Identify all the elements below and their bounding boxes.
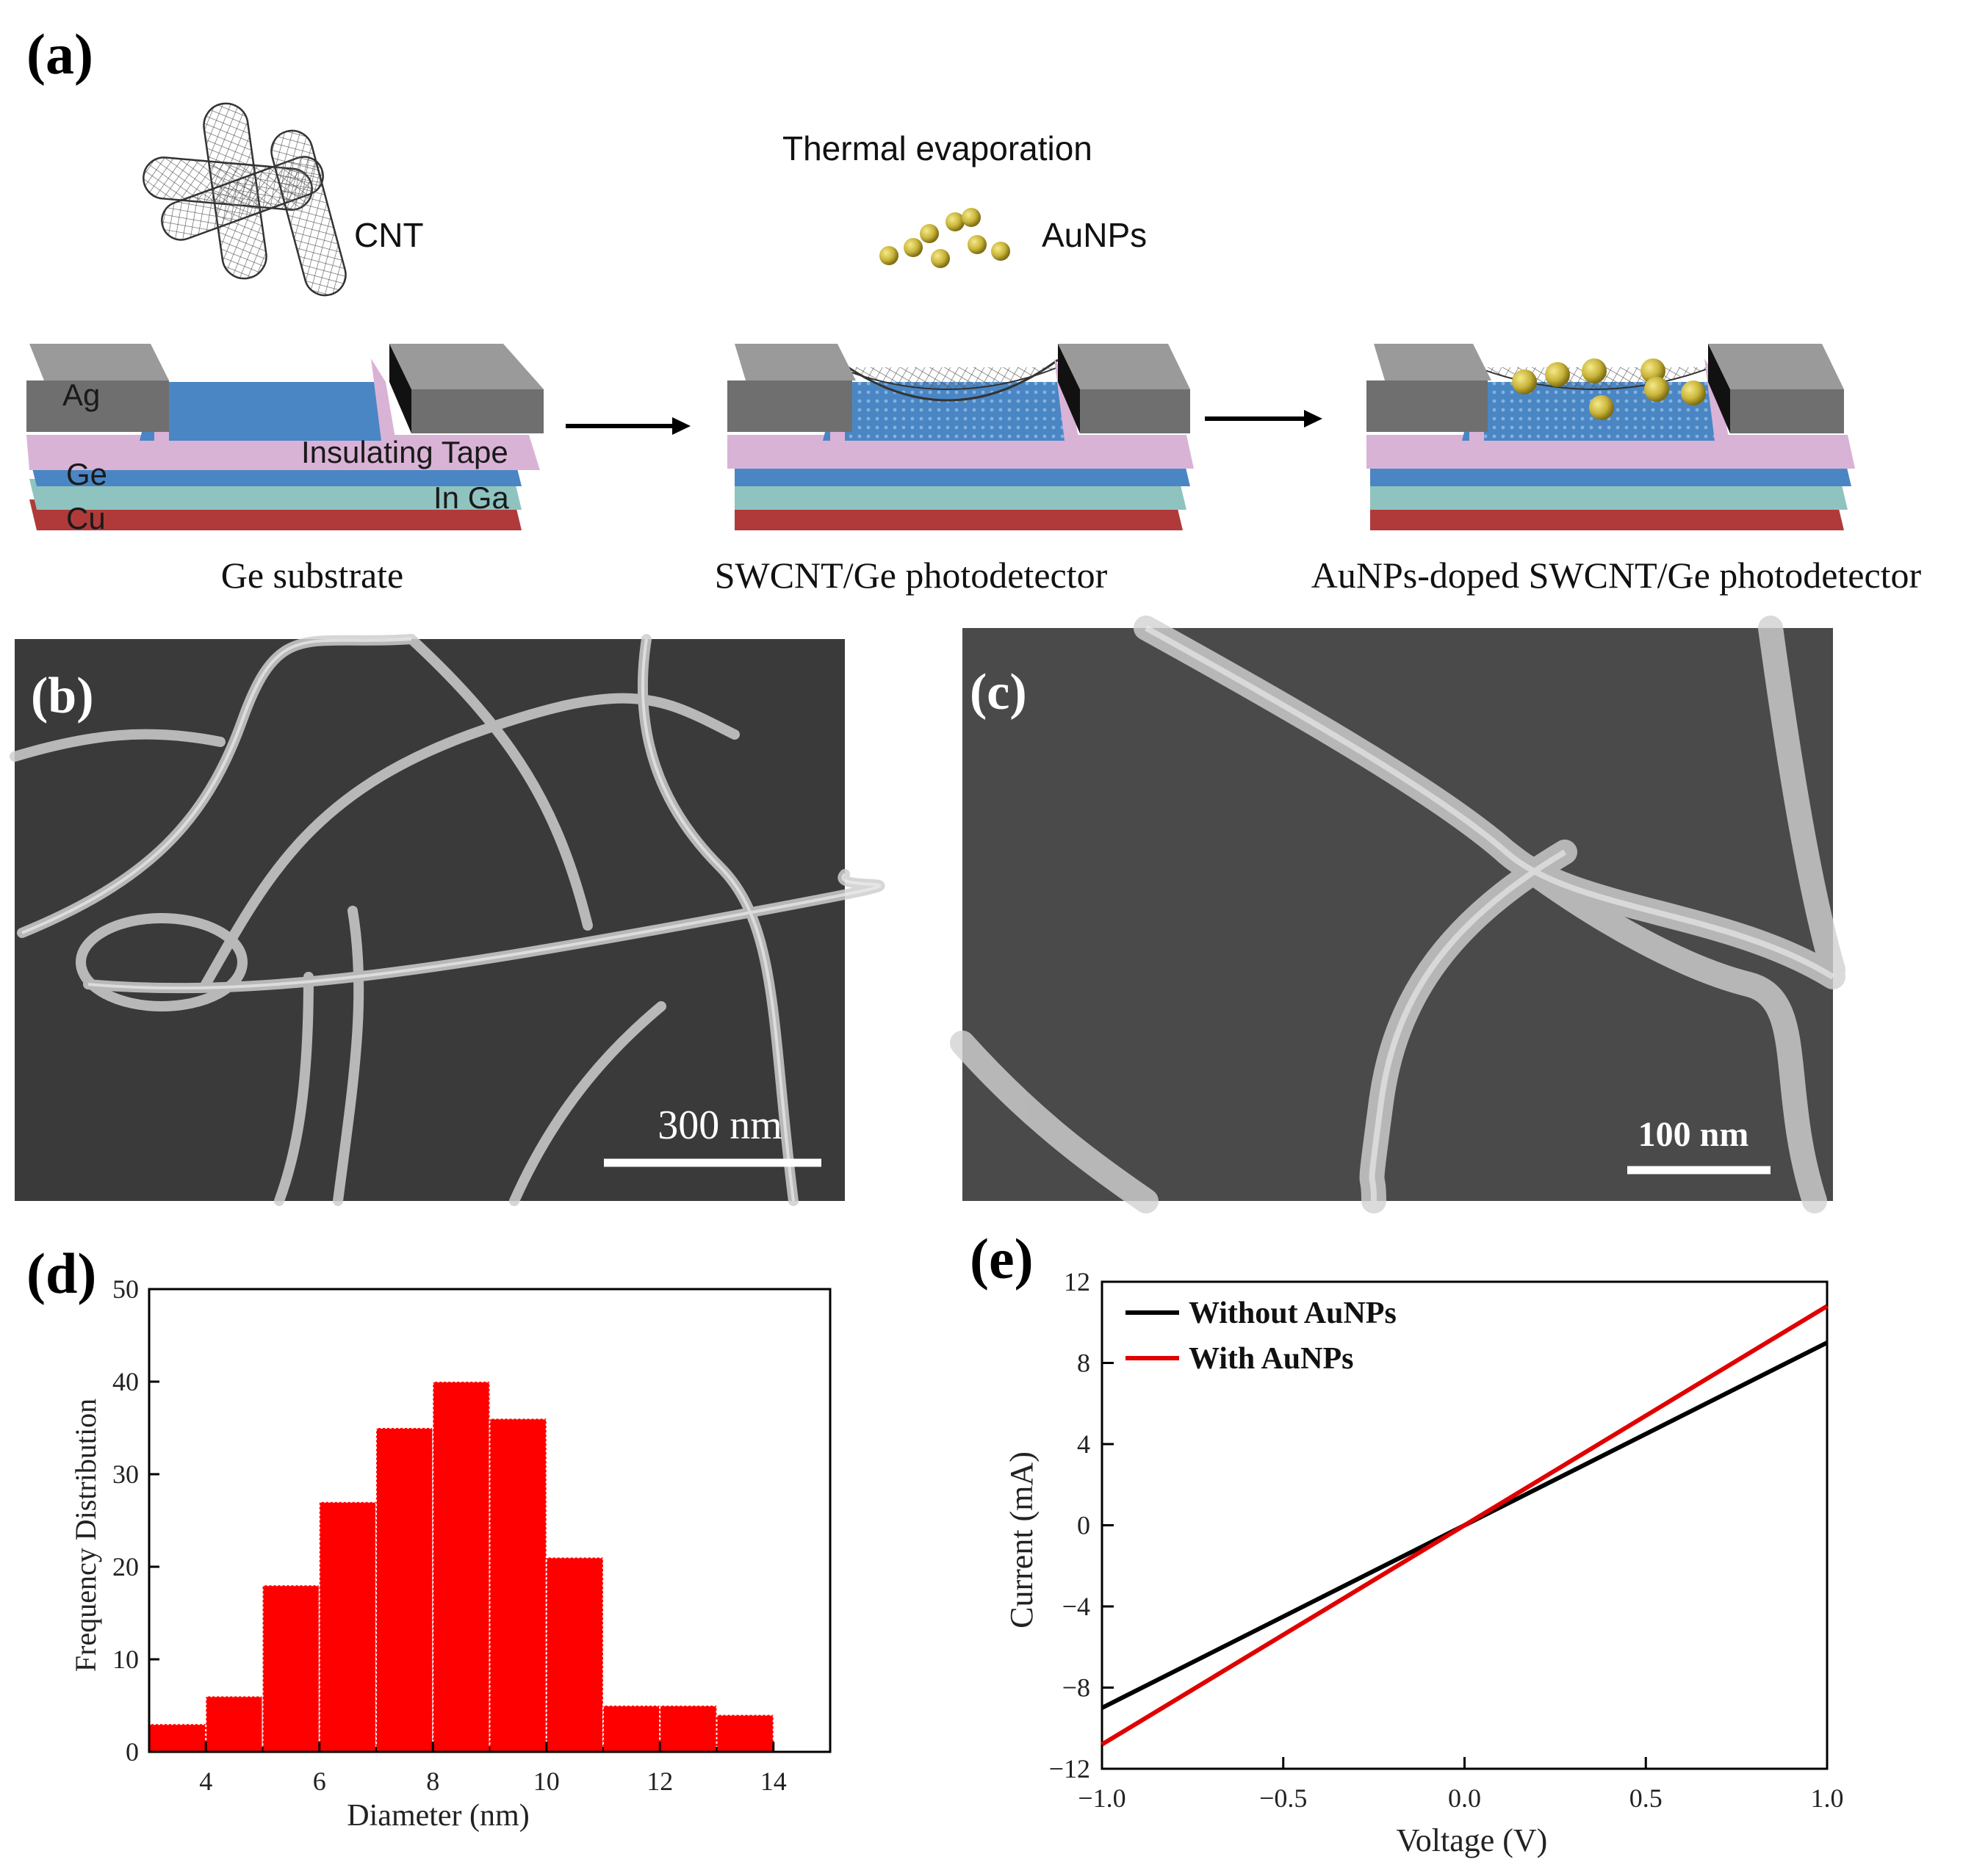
device-swcnt-ge: [727, 344, 1194, 530]
sem-image-b: 300 nm (b): [10, 634, 885, 1206]
y-tick-label: 4: [1077, 1429, 1090, 1459]
layer-inga-label: In Ga: [433, 480, 509, 515]
layer-cu-label: Cu: [66, 501, 106, 535]
layer-ag-label: Ag: [62, 378, 100, 412]
panel-label-b: (b): [31, 668, 94, 724]
x-tick-label: 6: [313, 1767, 326, 1796]
legend-label: With AuNPs: [1189, 1342, 1353, 1376]
x-tick-label: −0.5: [1259, 1783, 1307, 1813]
legend-label: Without AuNPs: [1189, 1296, 1397, 1330]
y-tick-label: 40: [112, 1367, 139, 1396]
scale-label-c: 100 nm: [1638, 1115, 1749, 1154]
y-tick-label: 10: [112, 1645, 139, 1674]
histogram-bar: [545, 1556, 604, 1753]
histogram-bar: [489, 1418, 547, 1753]
arrow-right-icon-2: [1205, 410, 1322, 427]
y-axis-label: Frequency Distribution: [69, 1399, 102, 1672]
x-tick-label: 4: [199, 1767, 212, 1796]
x-tick-label: 12: [646, 1767, 673, 1796]
caption-ge-substrate: Ge substrate: [221, 555, 404, 596]
histogram-bar: [148, 1723, 207, 1753]
x-axis-label: Voltage (V): [1397, 1822, 1548, 1858]
y-tick-label: 20: [112, 1552, 139, 1581]
y-axis-label: Current (mA): [1004, 1451, 1040, 1628]
y-tick-label: −4: [1062, 1592, 1090, 1621]
device-aunps-doped: [1366, 344, 1855, 530]
y-tick-label: 8: [1077, 1349, 1090, 1378]
y-tick-label: 30: [112, 1460, 139, 1489]
x-tick-label: 8: [426, 1767, 439, 1796]
histogram-bar: [262, 1584, 320, 1753]
caption-swcnt-ge: SWCNT/Ge photodetector: [715, 555, 1108, 596]
scale-label-b: 300 nm: [658, 1103, 782, 1148]
histogram-bar: [716, 1714, 774, 1753]
y-tick-label: 12: [1064, 1267, 1090, 1296]
cnt-icon: [143, 102, 347, 297]
aunps-icon: [879, 208, 1010, 268]
device-ge-substrate: Ag Ge Cu Insulating Tape In Ga: [26, 344, 544, 535]
panel-label-d: (d): [26, 1241, 96, 1305]
caption-aunps-doped: AuNPs-doped SWCNT/Ge photodetector: [1311, 555, 1922, 596]
histogram-bar: [659, 1705, 718, 1753]
x-tick-label: −1.0: [1078, 1783, 1125, 1813]
x-tick-label: 0.0: [1448, 1783, 1481, 1813]
arrow-right-icon: [566, 417, 691, 435]
panel-label-c: (c): [970, 664, 1027, 721]
layer-tape-label: Insulating Tape: [301, 435, 508, 469]
panel-label-e: (e): [970, 1227, 1034, 1291]
histogram-bar: [375, 1427, 434, 1753]
x-tick-label: 10: [533, 1767, 560, 1796]
x-tick-label: 0.5: [1629, 1783, 1663, 1813]
chart-iv-curve: −1.0 −0.5 0.0 0.5 1.0 −12 −8 −4 0 4 8 12 Without AuN…: [1004, 1267, 1844, 1858]
series-line-1: [1101, 1304, 1829, 1747]
histogram-bar: [432, 1381, 491, 1753]
x-tick-label: 1.0: [1811, 1783, 1844, 1813]
thermal-evaporation-label: Thermal evaporation: [782, 129, 1092, 167]
y-tick-label: −12: [1049, 1754, 1090, 1783]
y-tick-label: −8: [1062, 1673, 1090, 1703]
layer-ge-label: Ge: [66, 457, 107, 491]
aunps-label: AuNPs: [1042, 216, 1147, 254]
y-tick-label: 0: [1077, 1511, 1090, 1540]
histogram-bar: [205, 1695, 264, 1753]
panel-label-a: (a): [26, 22, 93, 86]
chart-frequency-distribution: 4 6 8 10 12 14 0 10 20 30 40 50 Diameter (nm) Frequen…: [69, 1274, 832, 1833]
cnt-label: CNT: [354, 216, 424, 254]
histogram-bar: [318, 1501, 377, 1753]
y-tick-label: 50: [112, 1274, 139, 1304]
x-axis-label: Diameter (nm): [347, 1799, 529, 1833]
x-tick-label: 14: [760, 1767, 787, 1796]
histogram-bar: [602, 1705, 661, 1753]
y-tick-label: 0: [126, 1737, 139, 1767]
sem-image-c: 100 nm (c): [950, 616, 1845, 1213]
